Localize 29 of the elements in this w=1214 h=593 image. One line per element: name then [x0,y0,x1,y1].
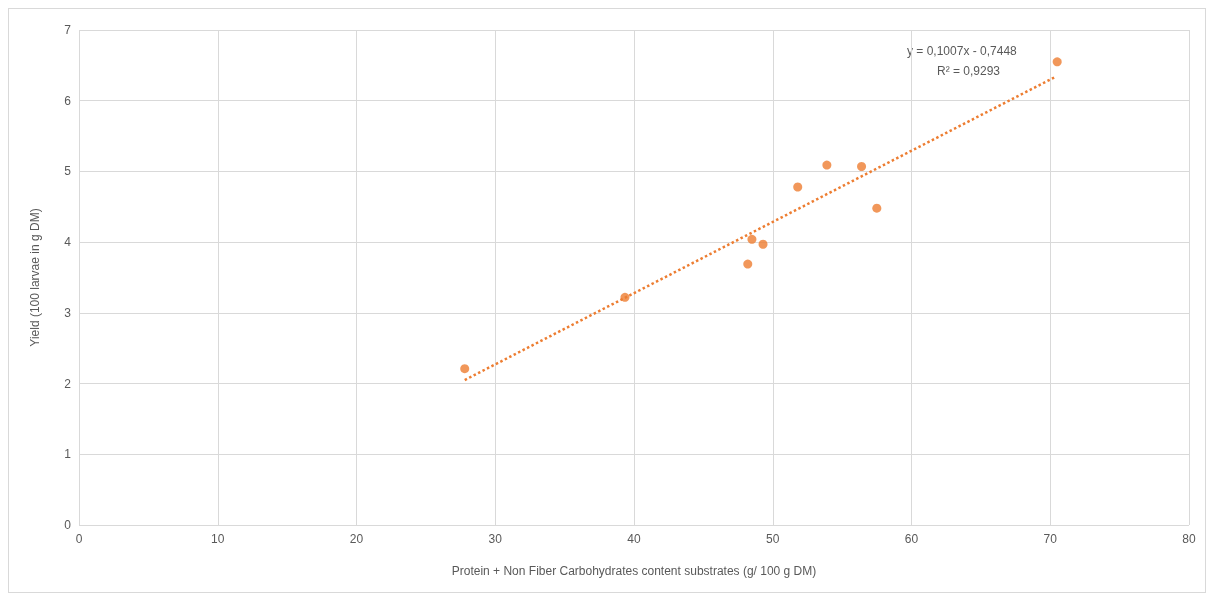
x-tick-label: 20 [349,532,364,546]
y-tick-label: 2 [64,376,72,391]
x-tick-label: 10 [211,532,225,546]
y-tick-label: 5 [64,164,72,179]
y-tick-label: 1 [64,447,72,462]
y-tick-label: 0 [64,518,72,532]
point [872,203,882,213]
point [743,259,753,269]
x-tick-label: 80 [1182,532,1196,546]
y-tick-label: 7 [64,23,72,37]
point [1052,57,1062,67]
y-tick-label: 6 [64,93,72,108]
point [822,160,832,170]
x-tick-label: 0 [75,532,83,546]
y-axis-title: Yield (100 larvae in g DM) [28,208,42,347]
x-tick-label: 50 [766,532,780,546]
point [460,364,470,374]
point [793,182,803,192]
point [747,234,757,244]
x-tick-label: 30 [488,532,503,546]
y-tick-label: 3 [64,305,72,320]
y-tick-label: 4 [64,235,72,250]
annotation: R² = 0,9293 [937,64,1001,78]
x-tick-label: 60 [904,532,919,546]
x-tick-label: 40 [627,532,641,546]
point [857,161,867,171]
x-tick-label: 70 [1043,532,1058,546]
x-axis-title: Protein + Non Fiber Carbohydrates content substrates (g/ 100 g DM) [451,564,817,578]
point [758,239,768,249]
